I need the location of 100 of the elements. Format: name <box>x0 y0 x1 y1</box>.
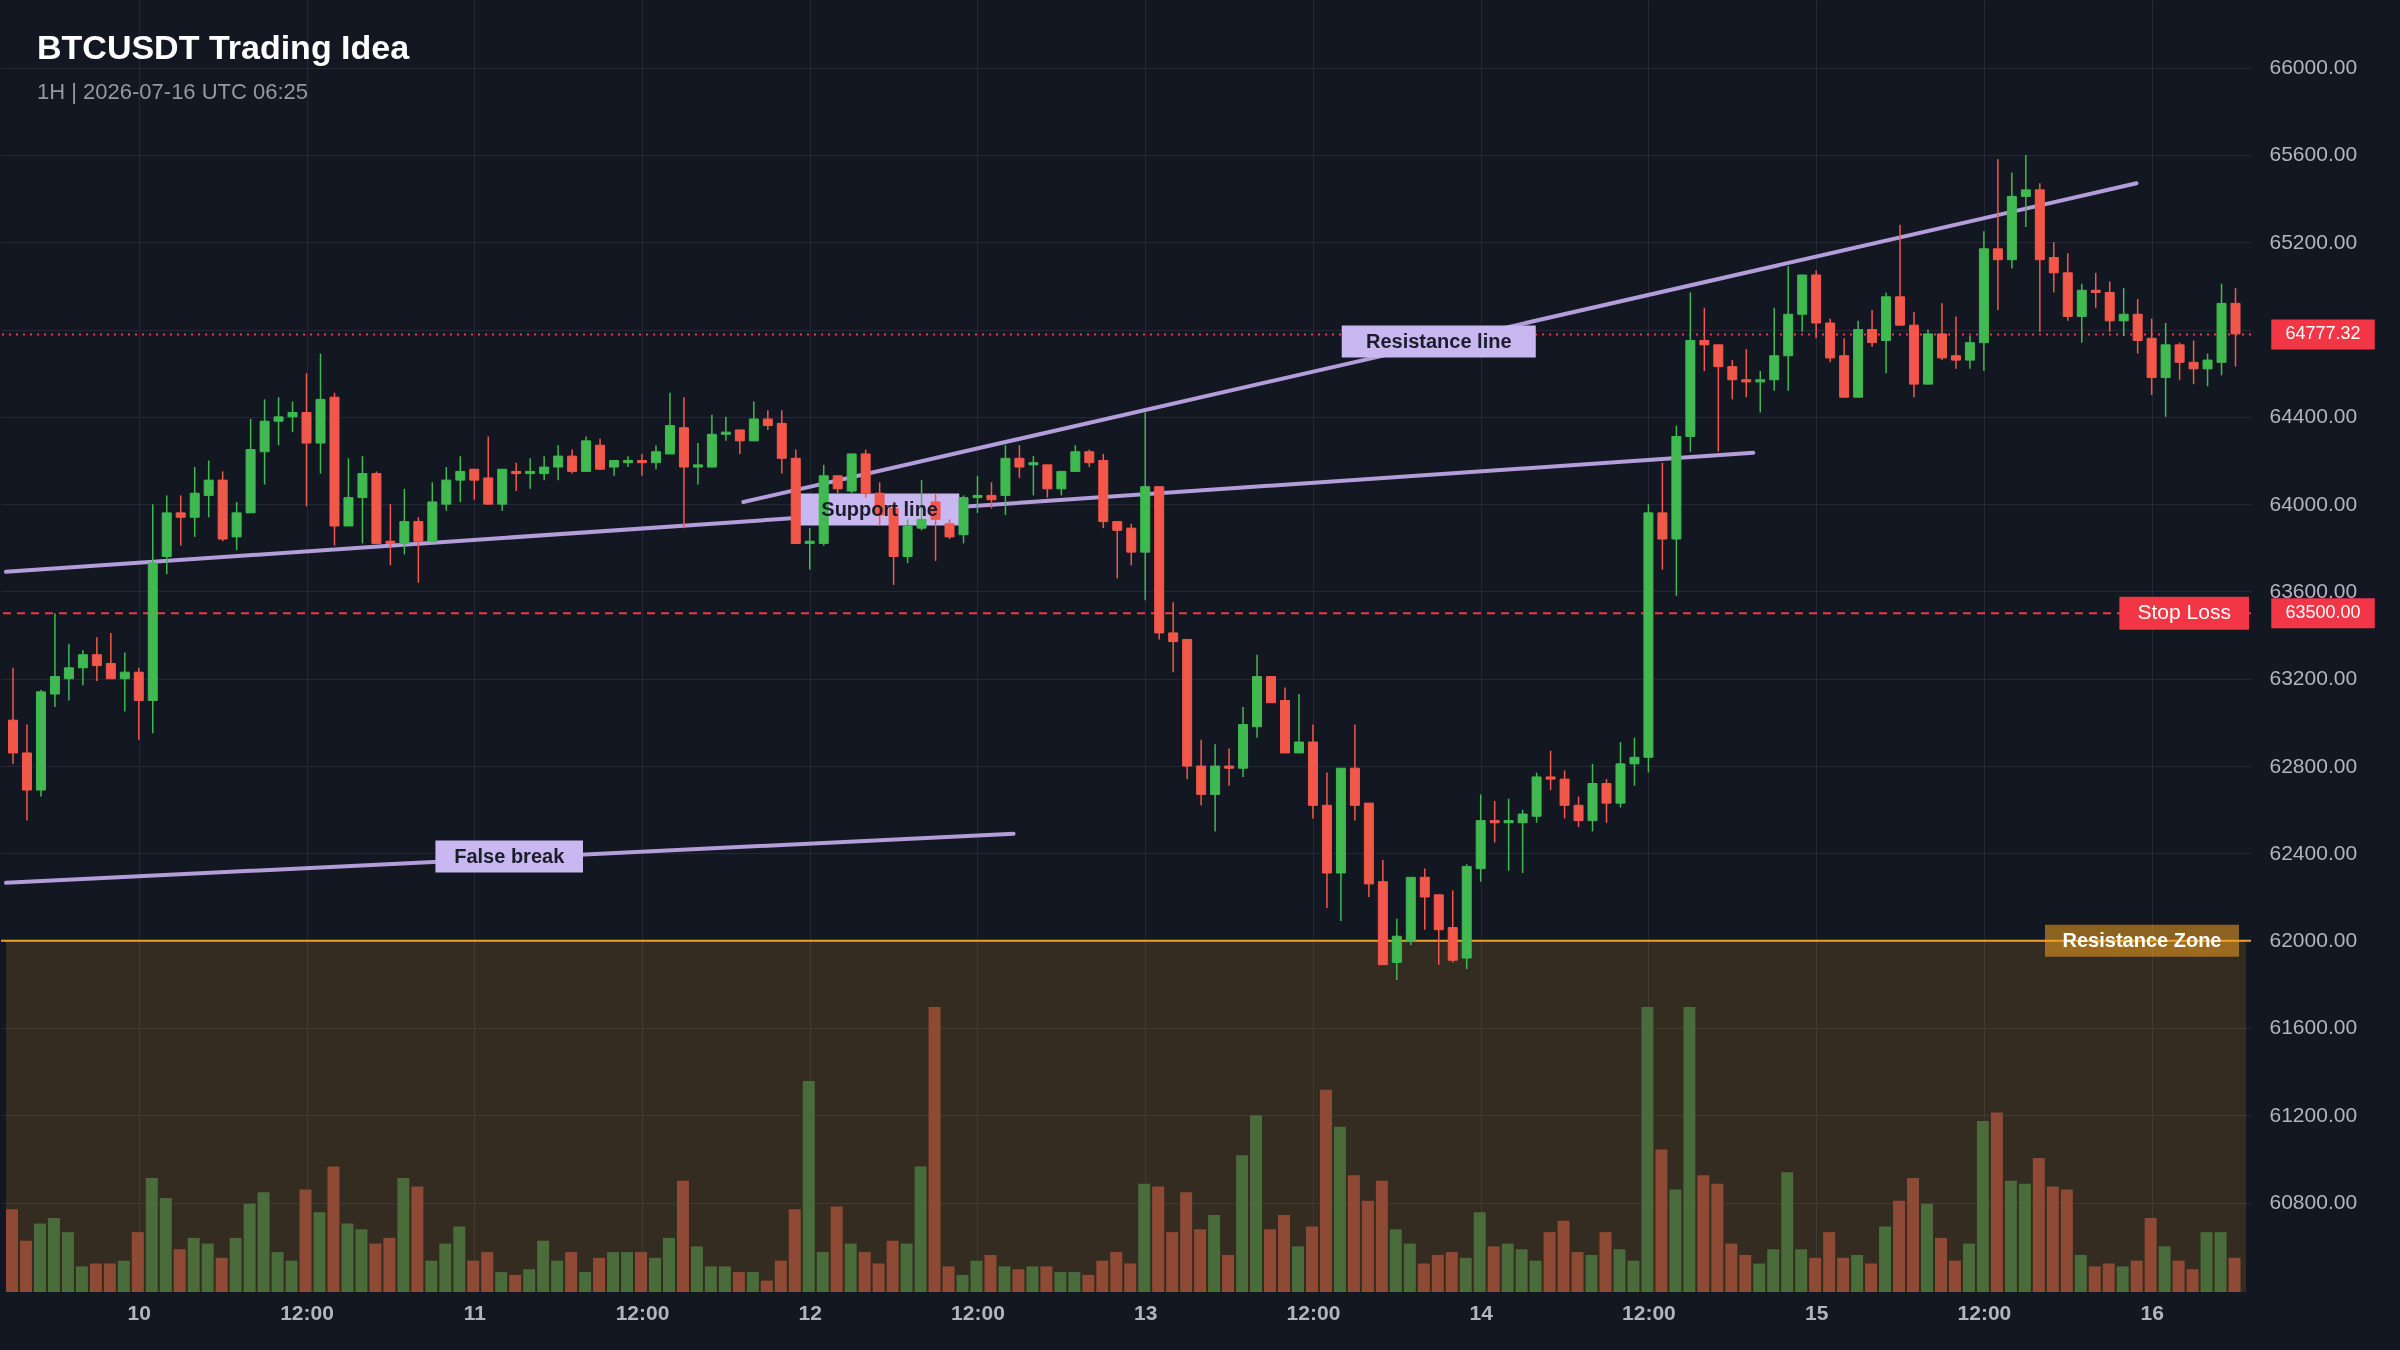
candlestick <box>1867 309 1878 348</box>
x-tick-label: 12:00 <box>1622 1300 1676 1324</box>
y-tick-label: 64000.00 <box>2269 491 2358 515</box>
bar <box>1026 1266 1039 1292</box>
bar <box>1389 1229 1402 1292</box>
candlestick <box>1056 470 1067 497</box>
bar <box>355 1229 368 1292</box>
bar <box>1040 1266 1053 1292</box>
candlestick <box>804 527 815 571</box>
bar <box>1180 1192 1193 1292</box>
bar <box>1809 1257 1822 1292</box>
bar <box>215 1257 228 1292</box>
bar <box>1921 1203 1933 1292</box>
bar <box>551 1260 564 1292</box>
bar <box>1250 1115 1263 1292</box>
y-tick-label: 60800.00 <box>2269 1190 2358 1214</box>
x-tick-label: 12 <box>798 1300 822 1324</box>
bar <box>2116 1266 2129 1292</box>
bar <box>1823 1232 1836 1292</box>
bar <box>187 1237 200 1292</box>
bar <box>1138 1183 1151 1292</box>
bar <box>942 1266 955 1292</box>
candlestick <box>567 448 578 475</box>
x-tick-label: 13 <box>1134 1300 1158 1324</box>
candlestick <box>986 481 997 510</box>
bar <box>369 1243 382 1292</box>
x-tick-label: 10 <box>127 1300 151 1324</box>
annotation: Resistance line <box>1365 329 1512 352</box>
bar <box>1837 1257 1850 1292</box>
bar <box>481 1252 494 1292</box>
x-tick-label: 14 <box>1469 1300 1494 1324</box>
bar <box>1110 1252 1123 1292</box>
candlestick <box>734 429 745 455</box>
candlestick <box>1741 348 1752 398</box>
candlestick <box>1629 736 1640 787</box>
bar <box>1613 1249 1626 1292</box>
bar <box>774 1260 787 1292</box>
band-label: Resistance Zone <box>2062 928 2222 951</box>
bar <box>1152 1186 1165 1292</box>
candlestick <box>1699 306 1710 372</box>
text: 63500.00 <box>2285 602 2361 623</box>
x-tick-label: 12:00 <box>951 1300 1005 1324</box>
bar <box>886 1240 899 1292</box>
x-tick-label: 12:00 <box>1957 1300 2012 1324</box>
bar <box>2032 1158 2045 1292</box>
candlestick <box>1112 520 1123 580</box>
bar <box>327 1166 340 1292</box>
bar <box>467 1260 480 1292</box>
candlestick <box>77 649 88 687</box>
bar <box>718 1266 731 1292</box>
candlestick <box>399 488 410 556</box>
bar <box>1012 1269 1025 1292</box>
bar <box>2130 1260 2143 1292</box>
bar <box>1068 1272 1081 1292</box>
bar <box>1445 1252 1458 1292</box>
candlestick <box>525 457 536 490</box>
candlestick <box>1419 867 1430 931</box>
bar <box>900 1243 913 1292</box>
bar <box>1501 1243 1514 1292</box>
x-tick-label: 12:00 <box>1286 1300 1341 1324</box>
candlestick <box>1755 370 1766 414</box>
y-tick-label: 65600.00 <box>2269 142 2358 166</box>
candlestick <box>1042 464 1053 499</box>
bar <box>117 1260 130 1292</box>
bar <box>89 1263 102 1292</box>
bar <box>1375 1180 1388 1292</box>
bar <box>537 1240 550 1292</box>
bar <box>998 1266 1011 1292</box>
candlestick <box>2090 272 2101 309</box>
candlestick <box>637 453 648 477</box>
candlestick <box>539 455 550 481</box>
x-tick-label: 12:00 <box>615 1300 670 1324</box>
candlestick <box>175 494 186 547</box>
bar <box>914 1166 927 1292</box>
bar <box>509 1274 522 1292</box>
candlestick <box>972 475 983 514</box>
bar <box>33 1223 46 1292</box>
bar <box>2074 1254 2087 1292</box>
candlestick <box>762 409 773 431</box>
bar <box>2004 1180 2017 1292</box>
bar <box>1096 1260 1109 1292</box>
bar <box>2144 1217 2157 1292</box>
text: 1H | 2026-07-16 UTC 06:25 <box>37 79 309 104</box>
candlestick <box>1545 750 1556 791</box>
annotation: False break <box>454 844 566 867</box>
candlestick <box>1573 795 1584 828</box>
bar <box>201 1243 214 1292</box>
bar <box>439 1243 452 1292</box>
candlestick <box>1964 335 1975 370</box>
bar <box>131 1232 144 1292</box>
bar <box>453 1226 466 1292</box>
bar <box>2214 1232 2227 1292</box>
bar <box>579 1272 592 1292</box>
bar <box>1683 1007 1696 1292</box>
candlestick <box>553 444 564 481</box>
bar <box>495 1272 508 1292</box>
bar <box>2172 1260 2185 1292</box>
bar <box>397 1178 410 1292</box>
bar <box>5 1209 18 1292</box>
bar <box>662 1237 675 1292</box>
